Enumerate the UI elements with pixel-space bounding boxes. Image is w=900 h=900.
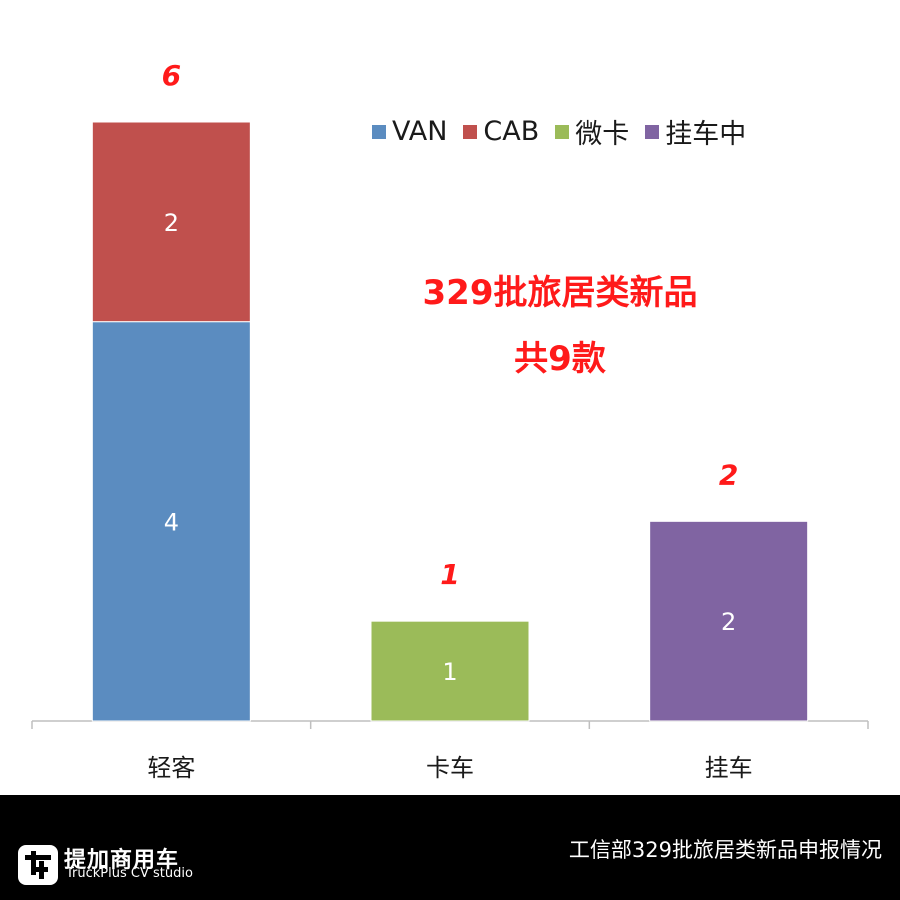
legend-swatch bbox=[463, 124, 478, 139]
legend-item: 微卡 bbox=[555, 112, 629, 151]
chart-area: 4 2 6 轻客 1 1 卡车 2 2 挂车 VAN CAB 微卡 挂车中 329批旅居类新品 共9款 bbox=[31, 59, 869, 782]
stacked-bar-chart: 4 2 6 轻客 1 1 卡车 2 2 挂车 bbox=[31, 59, 869, 782]
chart-legend: VAN CAB 微卡 挂车中 bbox=[372, 112, 746, 151]
bar-segment-卡车-微卡 bbox=[370, 620, 530, 722]
legend-swatch bbox=[555, 124, 570, 139]
legend-item: CAB bbox=[463, 116, 539, 147]
footer-caption: 工信部329批旅居类新品申报情况 bbox=[568, 838, 882, 862]
data-label: 2 bbox=[164, 209, 179, 237]
legend-label: 挂车中 bbox=[665, 119, 747, 150]
chart-annotation-line-2: 共9款 bbox=[514, 339, 606, 379]
legend-item: 挂车中 bbox=[645, 112, 746, 151]
category-label: 挂车 bbox=[705, 754, 753, 782]
legend-swatch bbox=[372, 124, 386, 139]
data-label: 2 bbox=[721, 608, 736, 636]
legend-label: VAN bbox=[392, 116, 448, 147]
brand-subtitle: TruckPlus CV studio bbox=[66, 866, 193, 881]
bar-segment-轻客-CAB bbox=[91, 121, 251, 323]
legend-label: 微卡 bbox=[575, 119, 630, 150]
data-label: 4 bbox=[164, 508, 179, 536]
total-label: 6 bbox=[162, 59, 181, 92]
bar-segment-挂车-挂车中 bbox=[649, 520, 809, 722]
category-label: 轻客 bbox=[147, 754, 195, 782]
data-label: 1 bbox=[442, 658, 457, 686]
legend-label: CAB bbox=[483, 116, 540, 147]
total-label: 1 bbox=[440, 558, 459, 591]
chart-annotation-line-1: 329批旅居类新品 bbox=[422, 273, 698, 313]
bar-segment-轻客-VAN bbox=[91, 321, 251, 722]
brand-name: 提加商用车 bbox=[64, 848, 180, 873]
category-label: 卡车 bbox=[426, 754, 474, 782]
total-label: 2 bbox=[719, 458, 738, 491]
legend-swatch bbox=[645, 124, 660, 139]
footer-bar bbox=[0, 795, 900, 900]
truckplus-logo-icon bbox=[18, 845, 58, 885]
legend-item: VAN bbox=[372, 116, 447, 147]
